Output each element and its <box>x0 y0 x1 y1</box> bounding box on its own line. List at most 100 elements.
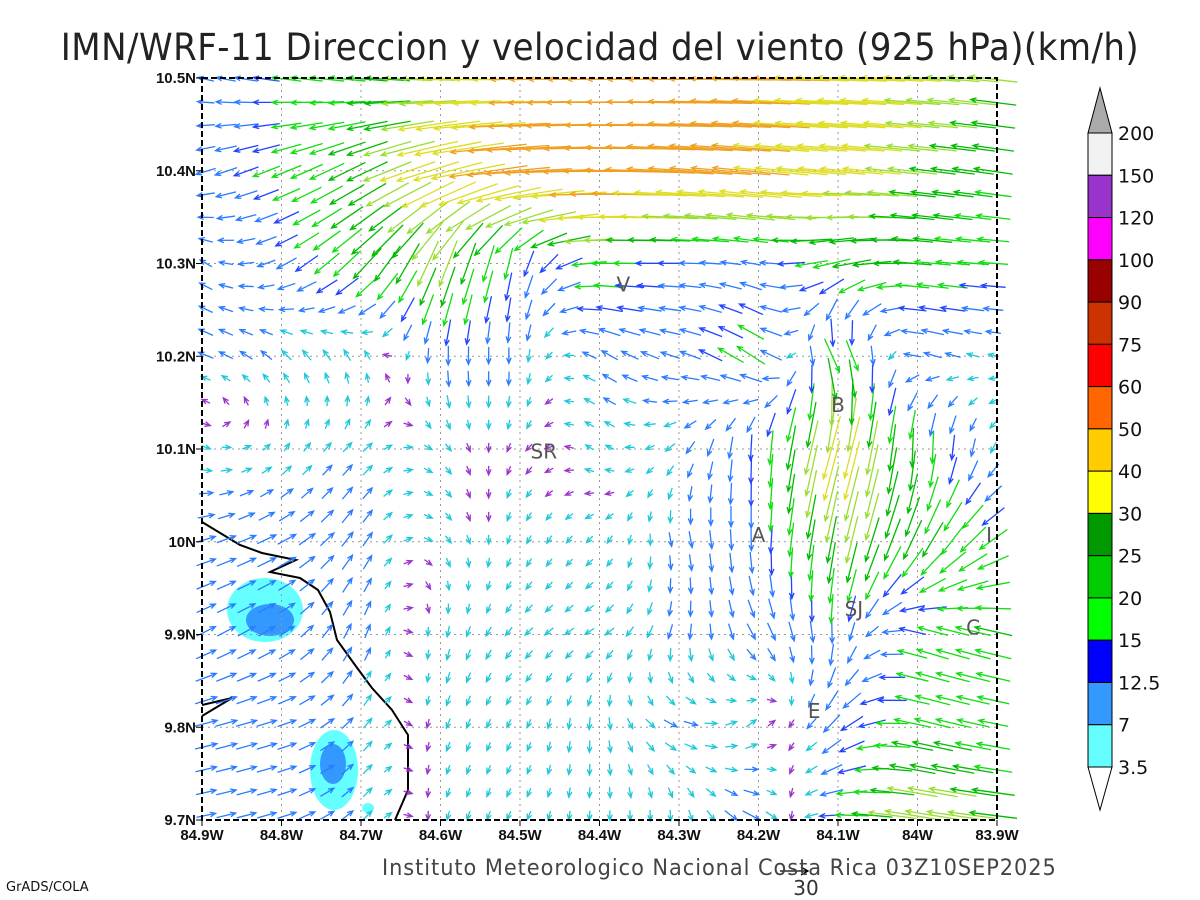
wind-vector <box>398 99 457 107</box>
wind-vector <box>748 504 755 530</box>
wind-vector <box>529 232 568 249</box>
wind-vector <box>847 595 857 623</box>
wind-vector <box>878 674 906 681</box>
wind-vector <box>746 416 756 434</box>
wind-vector <box>260 488 275 498</box>
wind-vector <box>278 510 296 522</box>
wind-vector <box>584 650 594 660</box>
wind-vector <box>908 763 956 775</box>
wind-vector <box>322 464 333 476</box>
wind-vector <box>301 349 312 361</box>
colorbar-label: 60 <box>1118 377 1142 399</box>
wind-vector <box>785 352 797 359</box>
wind-vector <box>290 186 322 203</box>
wind-vector <box>821 739 842 755</box>
wind-vector <box>625 489 634 498</box>
wind-vector <box>954 671 991 683</box>
wind-vector <box>584 581 594 590</box>
wind-vector <box>666 465 675 477</box>
wind-vector <box>432 220 464 261</box>
wind-vector <box>362 161 412 182</box>
wind-vector <box>718 188 783 199</box>
wind-vector <box>709 97 791 105</box>
wind-vector <box>395 243 420 285</box>
wind-vector <box>936 282 968 289</box>
wind-vector <box>440 266 456 308</box>
wind-vector <box>958 282 987 289</box>
wind-vector <box>796 165 866 175</box>
wind-vector <box>978 529 1008 551</box>
wind-vector <box>748 457 754 485</box>
wind-vector <box>933 236 972 243</box>
wind-vector <box>195 191 215 198</box>
wind-vector <box>667 532 674 548</box>
wind-vector <box>759 327 783 337</box>
wind-vector <box>768 598 776 620</box>
wind-vector <box>299 671 316 683</box>
wind-vector <box>586 672 593 684</box>
wind-vector <box>251 144 280 154</box>
wind-vector <box>296 281 317 292</box>
wind-vector <box>300 487 314 499</box>
wind-vector <box>795 120 867 129</box>
wind-vector <box>485 695 492 707</box>
wind-vector <box>432 121 503 132</box>
wind-vector <box>196 557 218 567</box>
wind-vector <box>928 143 976 152</box>
wind-vector <box>538 213 599 223</box>
wind-vector <box>622 398 637 404</box>
wind-vector <box>708 600 715 619</box>
wind-vector <box>948 457 958 486</box>
wind-vector <box>767 648 776 662</box>
wind-vector <box>917 305 947 313</box>
wind-vector <box>989 420 998 430</box>
wind-vector <box>465 649 472 661</box>
wind-vector <box>383 788 393 796</box>
wind-vector <box>403 605 415 612</box>
wind-vector <box>505 371 512 387</box>
wind-vector <box>785 425 797 471</box>
wind-vector <box>383 181 432 208</box>
wind-vector <box>425 741 432 753</box>
wind-vector <box>989 441 997 455</box>
wind-vector <box>546 787 553 799</box>
wind-vector <box>844 516 859 565</box>
wind-vector <box>526 810 533 822</box>
wind-vector <box>425 626 432 638</box>
wind-vector <box>564 513 574 521</box>
wind-vector <box>312 230 341 251</box>
wind-vector <box>371 224 404 257</box>
wind-vector <box>685 696 697 705</box>
wind-vector <box>606 763 613 777</box>
wind-vector <box>444 535 453 545</box>
wind-vector <box>243 418 250 429</box>
station-label: E <box>808 699 821 723</box>
wind-vector <box>831 259 872 269</box>
wind-vector <box>320 764 336 775</box>
wind-vector <box>445 625 452 639</box>
wind-vector <box>981 507 1005 527</box>
wind-vector <box>545 351 553 360</box>
colorbar-label: 100 <box>1118 250 1154 272</box>
colorbar-min-triangle <box>1087 766 1113 812</box>
wind-vector <box>583 627 595 636</box>
wind-vector <box>374 245 401 283</box>
wind-vector <box>236 765 258 773</box>
wind-vector <box>697 188 764 198</box>
wind-vector <box>611 190 688 197</box>
wind-vector <box>425 200 471 235</box>
wind-vector <box>342 576 353 593</box>
wind-vector <box>280 349 292 361</box>
wind-vector <box>775 165 847 176</box>
wind-vector <box>486 603 492 615</box>
wind-vector <box>914 671 950 683</box>
wind-vector <box>341 809 355 821</box>
wind-vector <box>970 787 1015 796</box>
wind-vector <box>583 421 595 428</box>
wind-vector <box>438 240 458 288</box>
wind-vector <box>445 419 451 431</box>
wind-vector <box>969 97 1017 106</box>
wind-vector <box>241 444 253 451</box>
wind-vector <box>456 185 520 205</box>
wind-vector <box>258 329 273 336</box>
